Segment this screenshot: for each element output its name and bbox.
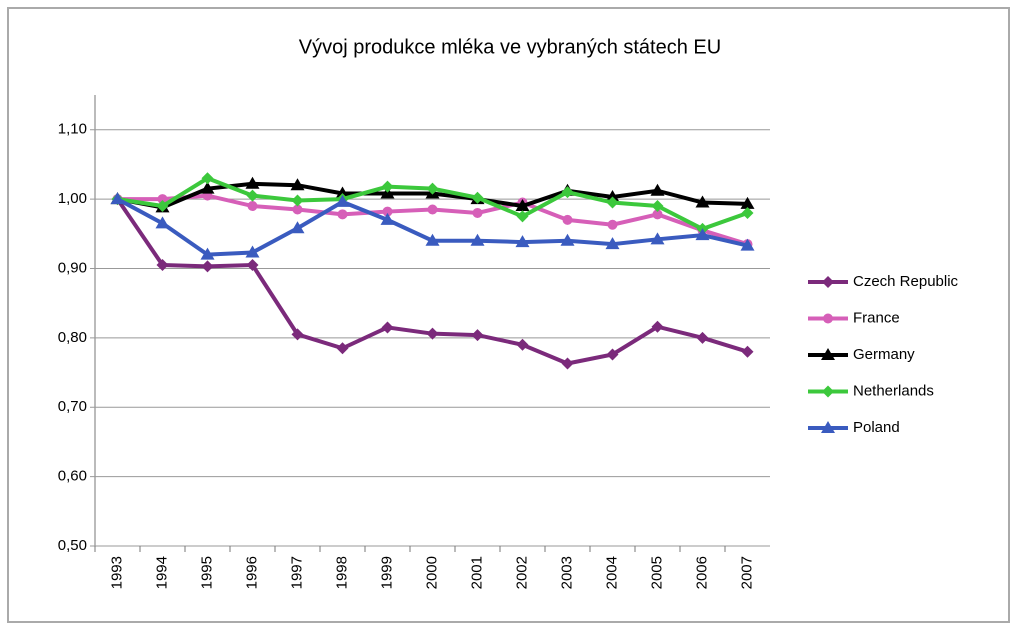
legend-label: Germany [853,346,915,363]
marker [290,178,305,191]
marker [650,183,665,196]
x-tick-label: 1996 [243,556,260,589]
marker [821,421,835,433]
marker [605,189,620,202]
x-tick-label: 2006 [693,556,710,589]
x-tick-label: 2007 [738,556,755,589]
marker [741,206,754,219]
marker [562,214,573,225]
legend-label: Czech Republic [853,273,959,290]
marker [290,221,305,234]
marker [695,228,710,241]
legend-label: France [853,309,900,326]
marker [156,200,169,213]
x-tick-label: 1995 [198,556,215,589]
marker [155,216,170,229]
marker [607,219,618,230]
marker [515,235,530,248]
chart-title: Vývoj produkce mléka ve vybraných státec… [299,36,721,58]
x-tick-label: 2003 [558,556,575,589]
marker [380,212,395,225]
y-tick-label: 0,70 [58,398,87,415]
marker [471,329,484,342]
marker [696,331,709,344]
marker [821,348,835,360]
marker [426,327,439,340]
marker [471,191,484,204]
marker [823,313,833,324]
y-tick-label: 1,10 [58,121,87,138]
y-tick-label: 0,60 [58,468,87,485]
x-tick-label: 1993 [108,556,125,589]
marker [156,258,169,271]
marker [650,232,665,245]
marker [291,328,304,341]
y-tick-label: 0,50 [58,537,87,554]
y-tick-label: 0,90 [58,259,87,276]
marker [200,181,215,194]
legend-label: Netherlands [853,382,934,399]
x-tick-label: 2005 [648,556,665,589]
marker [246,189,259,202]
marker [201,260,214,273]
x-tick-label: 2001 [468,556,485,589]
marker [245,245,260,258]
marker [337,209,348,220]
y-tick-label: 1,00 [58,190,87,207]
marker [110,192,125,205]
marker [470,233,485,246]
marker [515,199,530,212]
marker [651,200,664,213]
marker [605,237,620,250]
marker [741,345,754,358]
x-tick-label: 1999 [378,556,395,589]
marker [740,196,755,209]
marker [336,342,349,355]
marker [652,209,663,220]
marker [606,196,619,209]
marker [427,204,438,215]
marker [381,180,394,193]
marker [157,194,168,205]
marker [740,238,755,251]
marker [425,233,440,246]
chart-frame [7,7,1010,623]
marker [201,172,214,185]
marker [695,195,710,208]
x-tick-label: 1994 [153,556,170,589]
x-tick-label: 2000 [423,556,440,589]
marker [426,182,439,195]
marker [247,201,258,212]
marker [292,204,303,215]
marker [381,321,394,334]
marker [561,186,574,199]
x-tick-label: 2002 [513,556,530,589]
marker [200,247,215,260]
marker [606,348,619,361]
marker [245,176,260,189]
legend-label: Poland [853,419,900,436]
marker [651,320,664,333]
y-tick-label: 0,80 [58,329,87,346]
marker [516,338,529,351]
marker [561,357,574,370]
marker [291,194,304,207]
marker [335,194,350,207]
x-tick-label: 1998 [333,556,350,589]
x-tick-label: 2004 [603,556,620,589]
marker [822,276,834,288]
marker [822,385,834,398]
marker [472,207,483,218]
marker [335,186,350,199]
marker [516,210,529,223]
marker [246,258,259,271]
x-tick-label: 1997 [288,556,305,589]
marker [560,233,575,246]
marker [382,206,393,217]
